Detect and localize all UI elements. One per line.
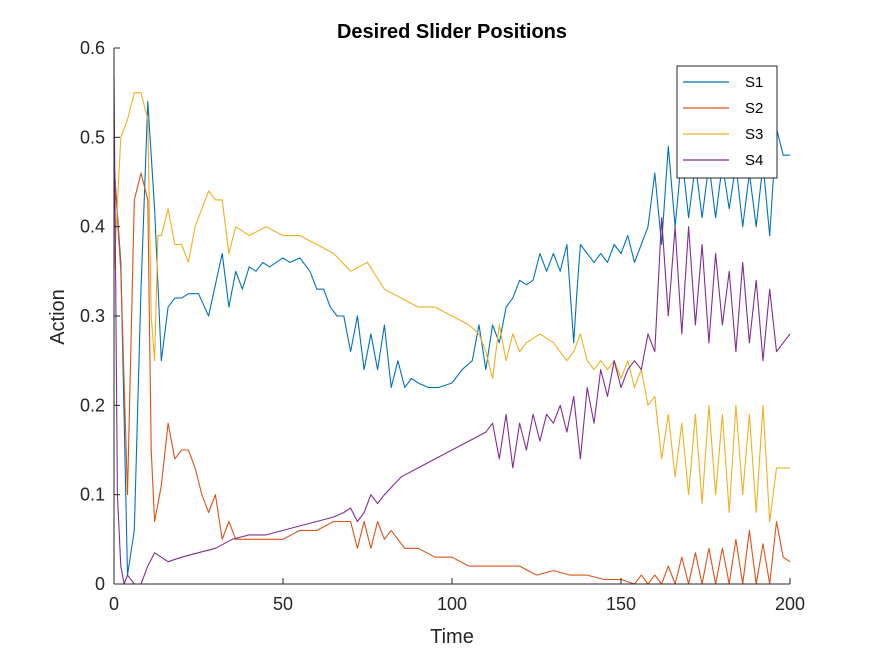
- y-tick-label: 0: [95, 574, 105, 594]
- legend-label: S2: [745, 100, 763, 117]
- x-axis-label: Time: [430, 626, 474, 648]
- legend-label: S3: [745, 126, 763, 143]
- y-tick-label: 0.4: [80, 217, 105, 237]
- y-tick-label: 0.1: [80, 485, 105, 505]
- y-tick-label: 0.3: [80, 306, 105, 326]
- x-tick-label: 200: [775, 594, 805, 614]
- series-line-s4: [113, 74, 791, 585]
- legend-label: S4: [745, 152, 763, 169]
- legend-box: [676, 65, 778, 179]
- legend: S1 S2 S3 S4: [676, 65, 778, 179]
- legend-label: S1: [745, 74, 763, 91]
- y-tick-label: 0.6: [80, 38, 105, 58]
- series-line-s3: [113, 92, 790, 523]
- series-line-s2: [113, 164, 791, 585]
- x-tick-label: 150: [606, 594, 636, 614]
- y-tick-label: 0.5: [80, 127, 105, 147]
- x-tick-label: 0: [109, 594, 119, 614]
- chart-title: Desired Slider Positions: [337, 21, 567, 43]
- y-axis-label: Action: [47, 289, 69, 345]
- x-tick-label: 100: [437, 594, 467, 614]
- y-tick-label: 0.2: [80, 395, 105, 415]
- x-tick-label: 50: [273, 594, 293, 614]
